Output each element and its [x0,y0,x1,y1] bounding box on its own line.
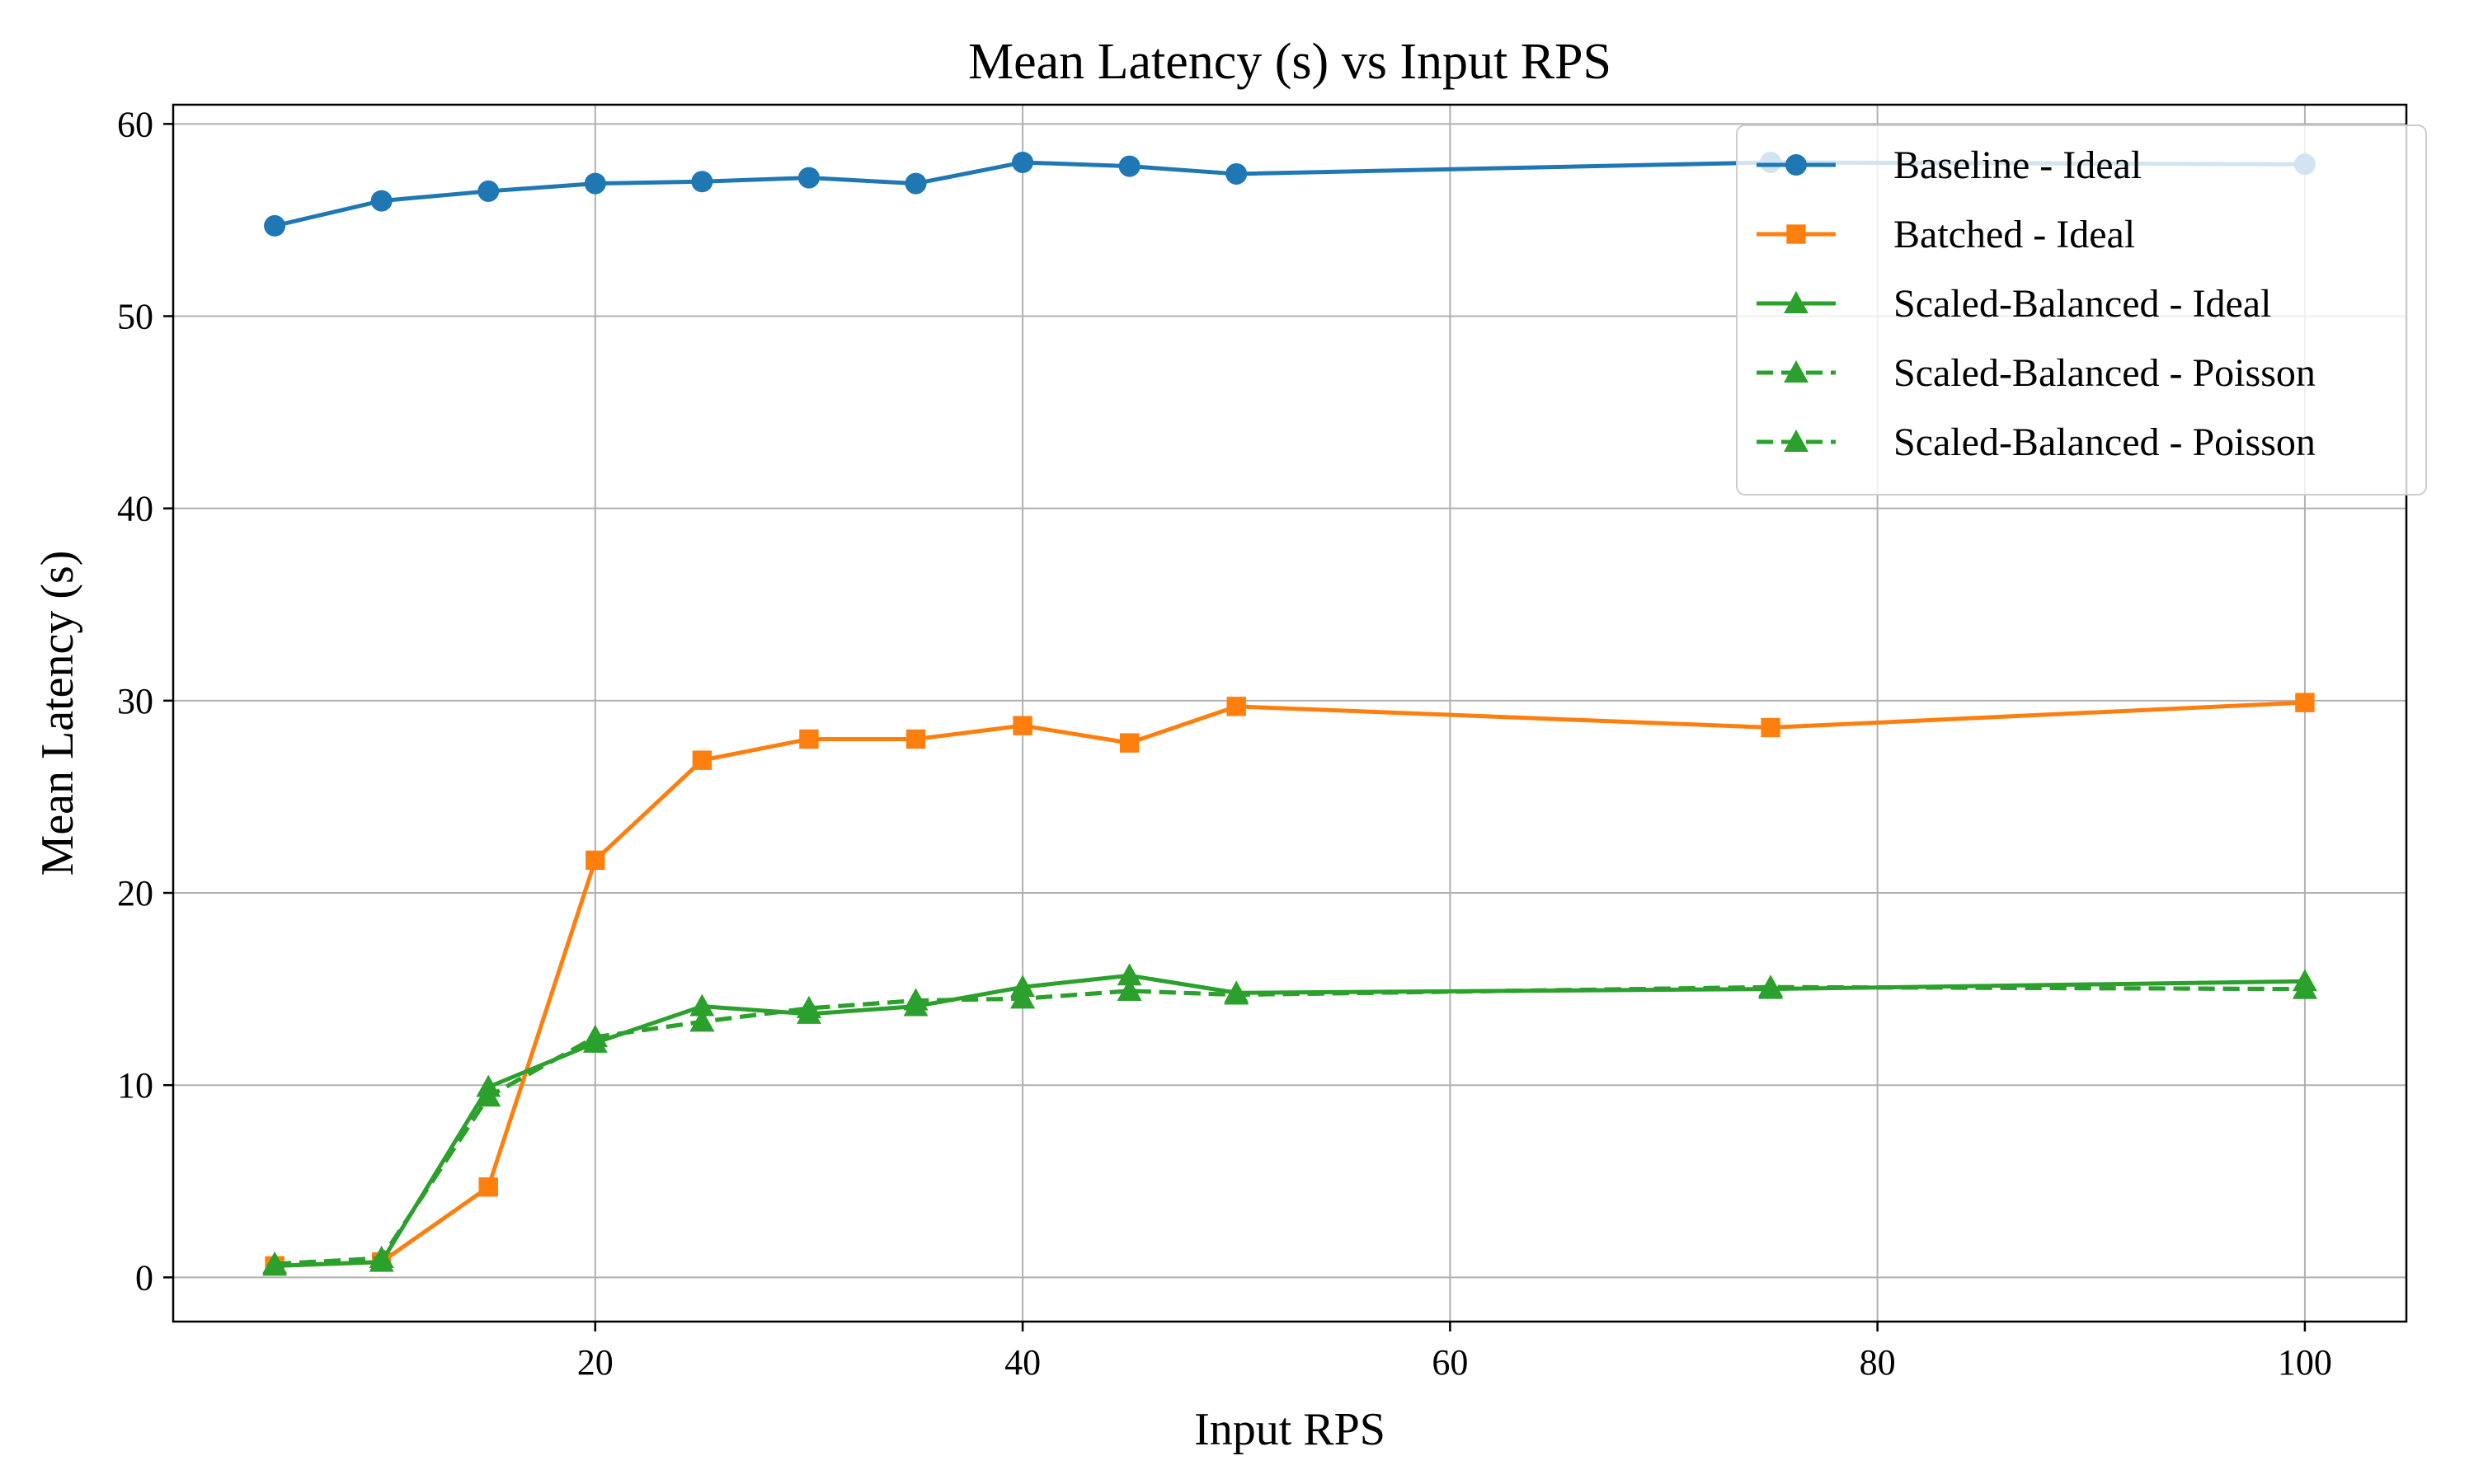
legend: Baseline - Ideal Batched - Ideal Scaled-Ba… [1736,124,2427,495]
x-tick-label: 100 [2278,1342,2332,1383]
data-point-square [692,750,713,770]
data-point-square [799,729,819,749]
data-point-square [1013,716,1032,735]
data-point-circle [1225,162,1248,185]
x-tick-label: 60 [1432,1342,1468,1383]
y-tick-label: 40 [117,489,153,529]
data-point-circle [477,180,500,202]
data-point-triangle [1224,982,1249,1005]
data-point-square [1761,717,1780,738]
legend-item: Batched - Ideal [1757,213,2135,256]
data-point-circle [264,214,286,237]
legend-label: Scaled-Balanced - Ideal [1893,282,2271,326]
data-point-triangle [476,1084,501,1107]
data-point-triangle [1010,986,1036,1009]
series-line [275,973,2305,1268]
legend-item: Scaled-Balanced - Poisson [1757,420,2316,464]
x-axis-label: Input RPS [1194,1404,1385,1455]
data-point-circle [1785,154,1807,176]
data-point-square [1226,697,1246,716]
data-point-square [905,729,926,749]
y-tick-label: 30 [117,681,153,721]
legend-label: Baseline - Ideal [1893,143,2142,187]
data-point-triangle [582,1024,608,1047]
chart-title: Mean Latency (s) vs Input RPS [968,34,1611,90]
data-point-triangle [689,993,715,1017]
series-2 [262,963,2317,1276]
series-line [274,984,2305,1266]
data-point-triangle [262,1252,288,1275]
data-point-square [1119,733,1140,753]
series-line [274,160,2305,228]
data-point-triangle [903,988,929,1011]
x-tick-label: 40 [1004,1342,1041,1383]
y-axis-label: Mean Latency (s) [32,551,83,876]
data-point-circle [691,171,713,193]
y-tick-label: 60 [117,104,153,144]
grid [173,105,2406,1322]
y-tick-label: 10 [117,1065,153,1106]
y-tick-label: 0 [135,1257,153,1298]
data-point-square [2295,693,2315,712]
series-0 [264,151,2316,237]
series-line [274,984,2305,1266]
data-point-triangle [1784,430,1808,452]
data-point-triangle [1117,963,1142,986]
data-point-circle [905,172,927,195]
data-point-triangle [1010,974,1036,998]
data-point-triangle [1784,291,1808,313]
data-point-circle [797,167,820,189]
legend-label: Batched - Ideal [1893,213,2135,256]
legend-label: Scaled-Balanced - Poisson [1893,351,2316,395]
legend-item: Scaled-Balanced - Ideal [1757,282,2271,326]
data-point-circle [1012,151,1034,173]
legend-item: Baseline - Ideal [1757,143,2142,187]
data-point-square [1786,224,1806,244]
axis-ticks: 20 40 60 80 100 0 10 20 30 40 50 60 [117,104,2332,1383]
data-point-triangle [689,1009,715,1032]
y-tick-label: 20 [117,873,153,913]
legend-item: Scaled-Balanced - Poisson [1757,351,2316,395]
series-3 [262,974,2317,1275]
data-point-triangle [2292,976,2317,999]
data-point-circle [1118,155,1141,177]
series-4 [262,974,2317,1275]
y-tick-label: 50 [117,296,153,336]
series-layer [262,151,2317,1276]
x-tick-label: 80 [1860,1342,1896,1383]
data-point-square [478,1177,498,1197]
data-point-triangle [1117,978,1142,1001]
x-tick-label: 20 [577,1342,614,1383]
data-point-triangle [369,1246,394,1269]
data-point-triangle [796,995,821,1018]
data-point-square [586,850,605,871]
data-point-circle [584,172,606,195]
legend-box [1736,124,2427,495]
series-line [275,700,2306,1268]
data-point-triangle [1758,974,1784,998]
data-point-circle [370,190,393,212]
data-point-triangle [1784,360,1808,383]
plot-area [172,103,2408,1323]
legend-label: Scaled-Balanced - Poisson [1893,420,2316,464]
